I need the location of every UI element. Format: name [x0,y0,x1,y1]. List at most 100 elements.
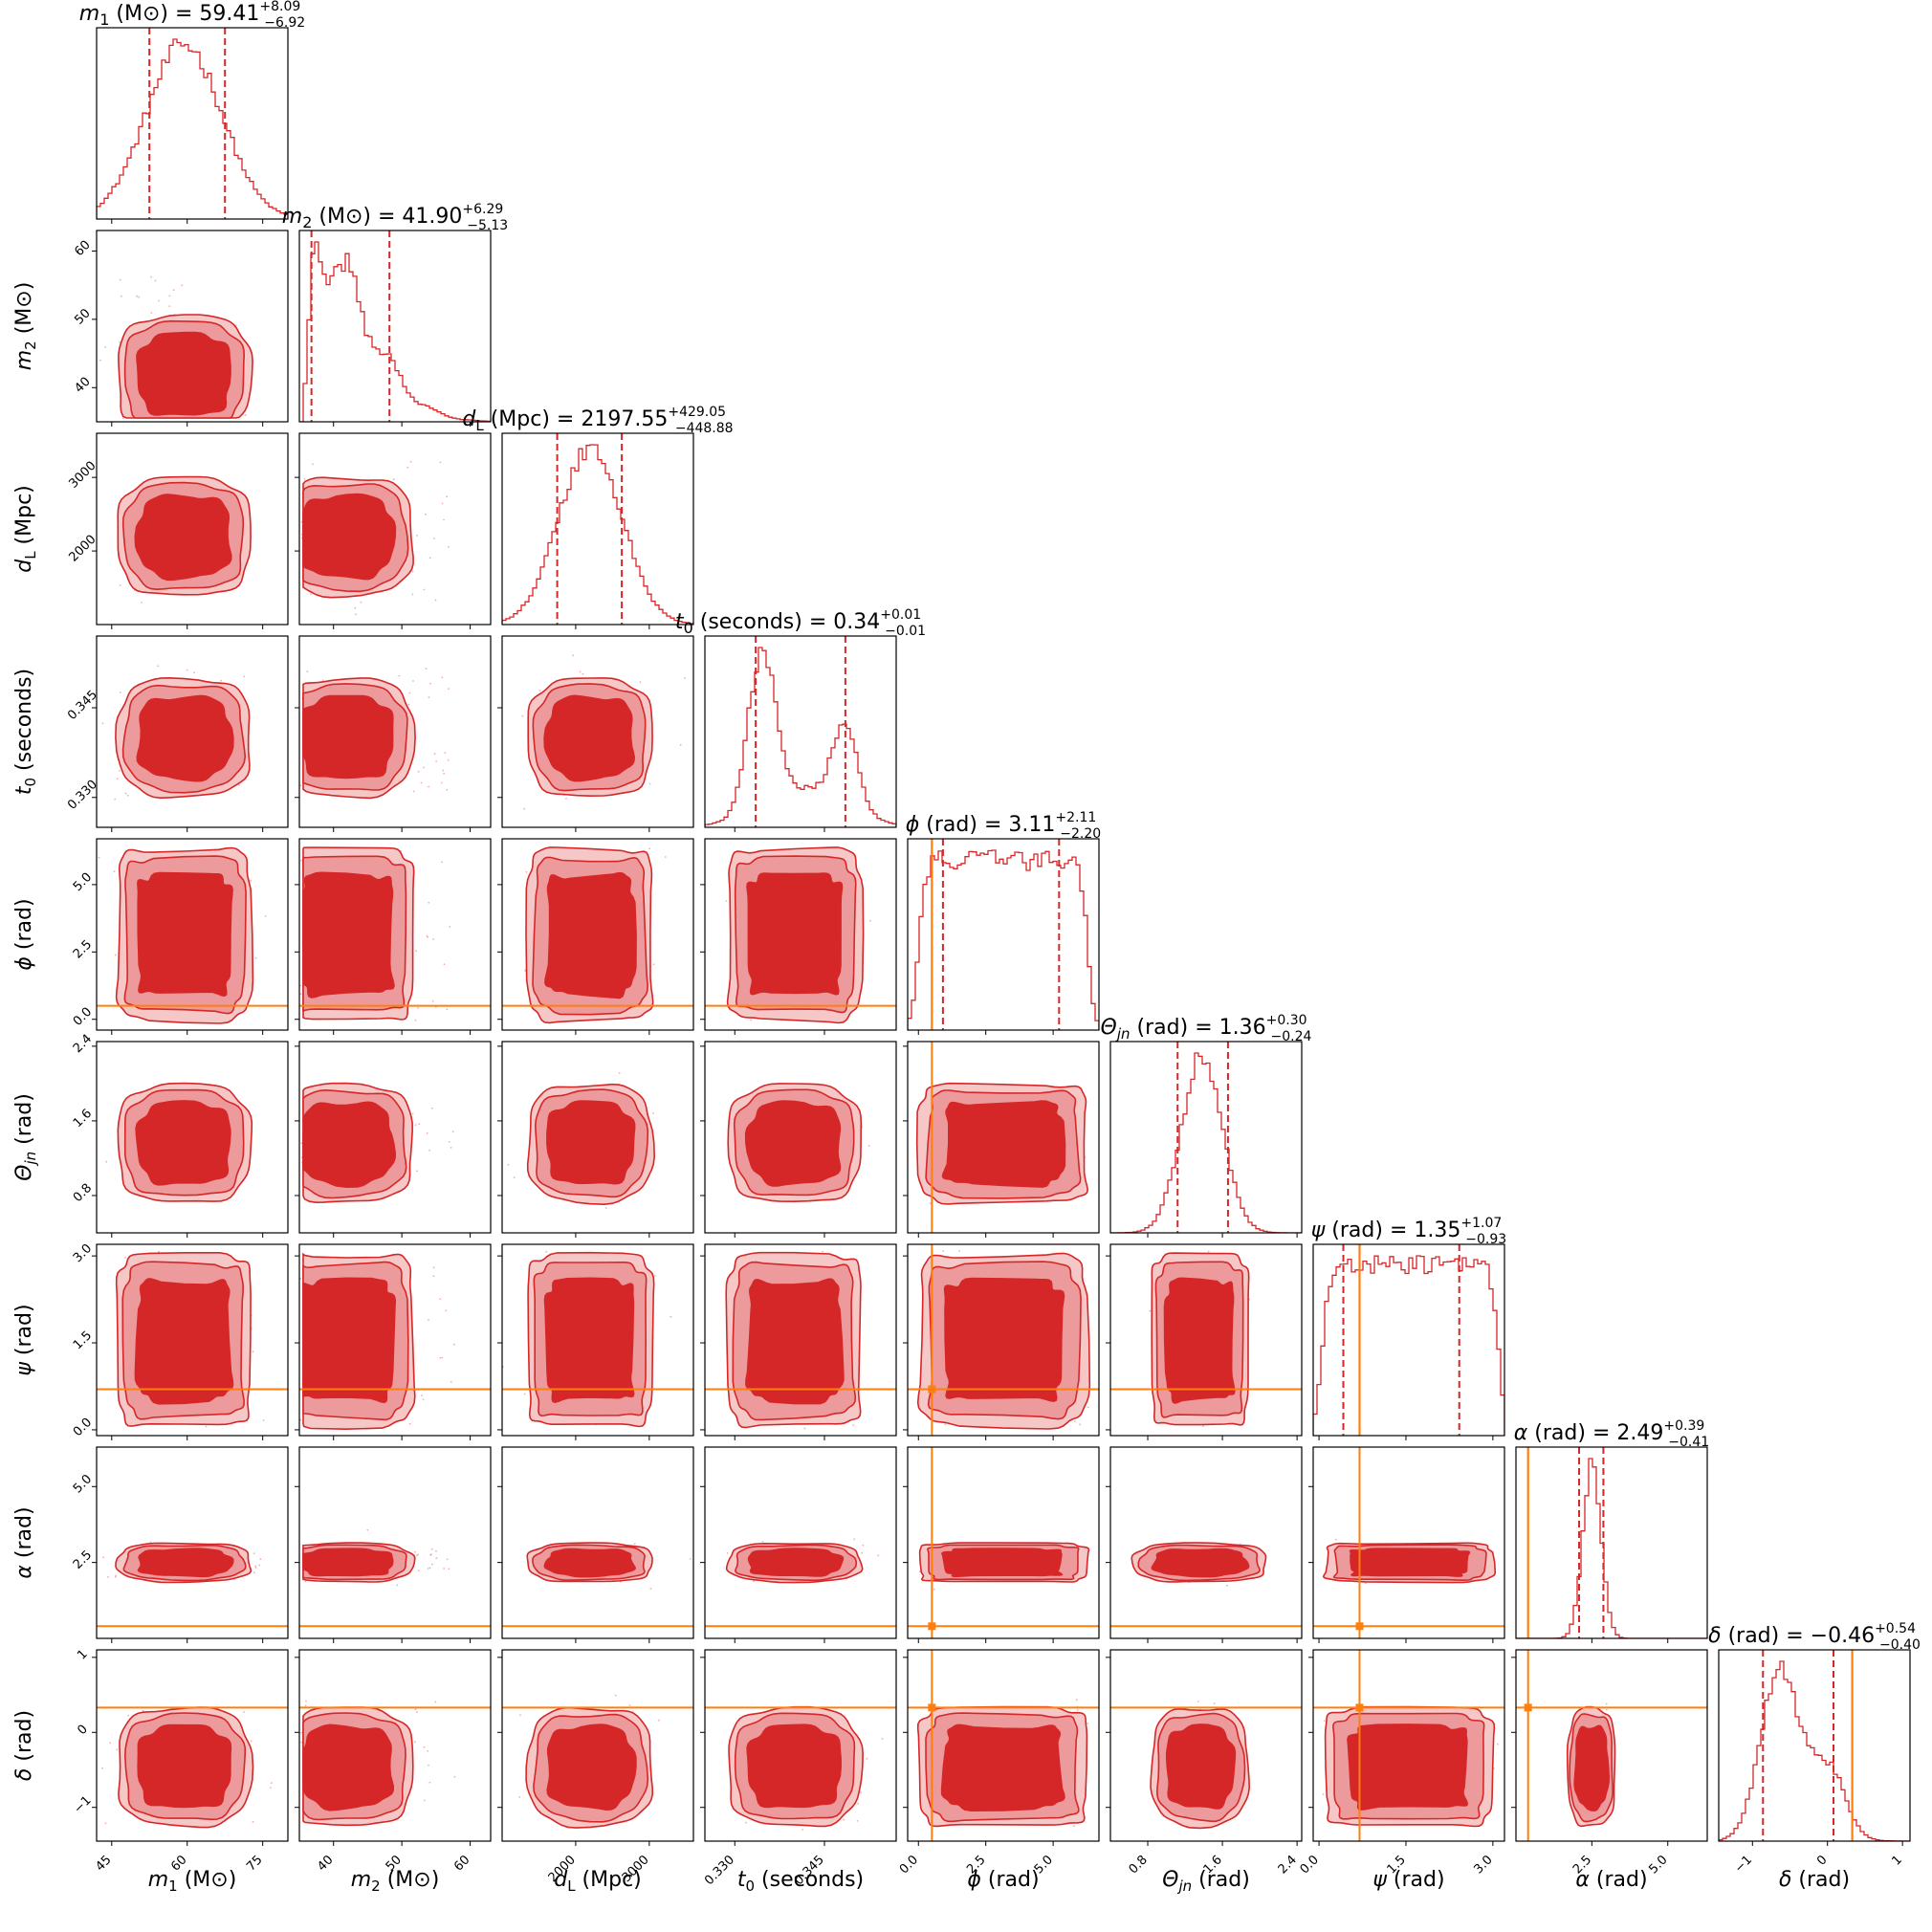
title-thjn: Θjn (rad) = 1.36+0.30 −0.24 [1101,1013,1312,1044]
y-tick-label: 5.0 [71,1472,95,1496]
truth-marker [928,1385,936,1394]
scatter-panel-dL-delta: 2000 3000 [497,1649,694,1885]
panel-frame [501,1649,694,1842]
panel-frame [298,1041,492,1234]
truth-marker [928,1622,936,1631]
y-axis-label-dL: dL (Mpc) [12,485,39,573]
y-tick-label: 2.5 [71,937,95,961]
panel-frame [907,1649,1100,1842]
contour-inner [302,1723,394,1811]
panel-frame [1312,1649,1505,1842]
histogram-panel-alpha [1515,1446,1708,1643]
y-axis-label-phi: ϕ (rad) [12,898,36,970]
scatter-panel-m1-alpha: 2.5 5.0 [71,1446,289,1643]
contour-inner [543,1277,635,1404]
title-m2: m2 (M⊙) = 41.90+6.29 −5.13 [282,202,508,233]
y-tick-label: 2.5 [71,1548,95,1572]
contour-inner [1349,1548,1471,1577]
scatter-panel-m1-phi: 0.0 2.5 5.0 [71,838,289,1035]
x-axis-label-t0: t0 (seconds) [737,1868,864,1895]
x-tick-label: 40 [315,1853,336,1874]
panel-frame [298,635,492,828]
panel-frame [907,1243,1100,1437]
panel-frame [907,838,1100,1031]
scatter-panel-psi-delta: 0.0 1.5 3.0 [1298,1649,1505,1877]
x-tick-label: 5.0 [1646,1853,1670,1877]
histogram-step-line [299,241,491,422]
panel-frame [96,1649,289,1842]
histogram-step-line [502,444,693,625]
x-tick-label: 0.330 [702,1853,737,1888]
panel-frame [501,1446,694,1639]
x-tick-label: 75 [244,1853,265,1874]
scatter-panel-dL-psi [497,1243,694,1440]
scatter-panel-t0-thjn [700,1041,897,1238]
scatter-panel-m2-t0 [295,635,492,832]
panel-frame [298,1243,492,1437]
x-axis-label-thjn: Θjn (rad) [1162,1868,1250,1895]
title-m1: m1 (M⊙) = 59.41+8.09 −6.92 [79,0,305,31]
y-tick-label: 0 [75,1723,90,1738]
histogram-panel-delta: −1 0 1 [1718,1649,1911,1876]
panel-frame [704,838,897,1031]
y-tick-label: 5.0 [71,870,95,894]
x-axis-label-m1: m1 (M⊙) [148,1868,237,1895]
contour-inner [135,1100,231,1186]
contour-inner [543,1548,636,1578]
panel-frame [501,432,694,626]
x-tick-label: 45 [93,1853,114,1874]
panel-frame [1109,1041,1303,1234]
y-axis-label-t0: t0 (seconds) [12,669,39,795]
histogram-panel-phi [907,838,1100,1035]
truth-marker [928,1703,936,1712]
x-tick-label: 2.4 [1276,1853,1300,1877]
scatter-panel-dL-alpha [497,1446,694,1643]
scatter-panel-m1-dL: 2000 3000 [67,432,289,629]
y-tick-label: 3000 [67,459,99,492]
panel-frame [298,838,492,1031]
scatter-panel-phi-alpha [903,1446,1100,1643]
panel-frame [501,1041,694,1234]
title-dL: dL (Mpc) = 2197.55+429.05 −448.88 [462,405,733,436]
contour-inner [941,1100,1066,1188]
x-axis-label-delta: δ (rad) [1779,1868,1850,1892]
x-tick-label: 1 [1890,1853,1905,1868]
panel-frame [1109,1243,1303,1437]
contour-inner [302,1101,397,1189]
contour-inner [943,1277,1065,1403]
y-tick-label: 2.4 [71,1032,95,1056]
title-alpha: α (rad) = 2.49+0.39 −0.41 [1514,1418,1709,1450]
scatter-panel-m1-thjn: 0.8 1.6 2.4 [71,1032,289,1238]
scatter-panel-m2-phi [295,838,492,1035]
scatter-panel-t0-alpha [700,1446,897,1643]
histogram-panel-psi [1312,1243,1505,1440]
histogram-step-line [1110,1052,1302,1233]
axis-labels-layer: m1 (M⊙) m2 (M⊙) dL (Mpc) t0 (seconds) ϕ (rad… [12,282,1850,1895]
panel-frame [704,1446,897,1639]
scatter-panel-t0-phi [700,838,897,1035]
panel-frame [704,1649,897,1842]
y-axis-label-psi: ψ (rad) [12,1304,36,1375]
scatter-panel-m1-psi: 0.0 1.5 3.0 [71,1241,289,1440]
y-tick-label: −1 [71,1793,94,1816]
x-tick-label: 0.8 [1127,1853,1151,1877]
scatter-panel-m1-t0: 0.330 0.345 [65,635,289,832]
contour-inner [544,871,637,999]
title-psi: ψ (rad) = 1.35+1.07 −0.93 [1311,1216,1506,1247]
y-tick-label: 0.330 [65,778,100,813]
scatter-panel-thjn-psi [1106,1243,1303,1440]
histogram-panel-t0 [704,635,897,832]
panel-frame [96,635,289,828]
y-tick-label: 50 [72,306,93,327]
histogram-step-line [908,849,1099,1030]
histogram-step-line [1313,1255,1504,1436]
scatter-panel-m2-dL [295,432,492,629]
y-axis-label-m2: m2 (M⊙) [12,282,39,371]
title-t0: t0 (seconds) = 0.34+0.01 −0.01 [675,607,926,639]
contour-inner [940,1723,1065,1812]
contour-inner [137,871,233,998]
scatter-panel-dL-phi [497,838,694,1035]
histogram-step-line [705,647,896,827]
panel-frame [501,1243,694,1437]
contour-inner [546,1723,637,1811]
